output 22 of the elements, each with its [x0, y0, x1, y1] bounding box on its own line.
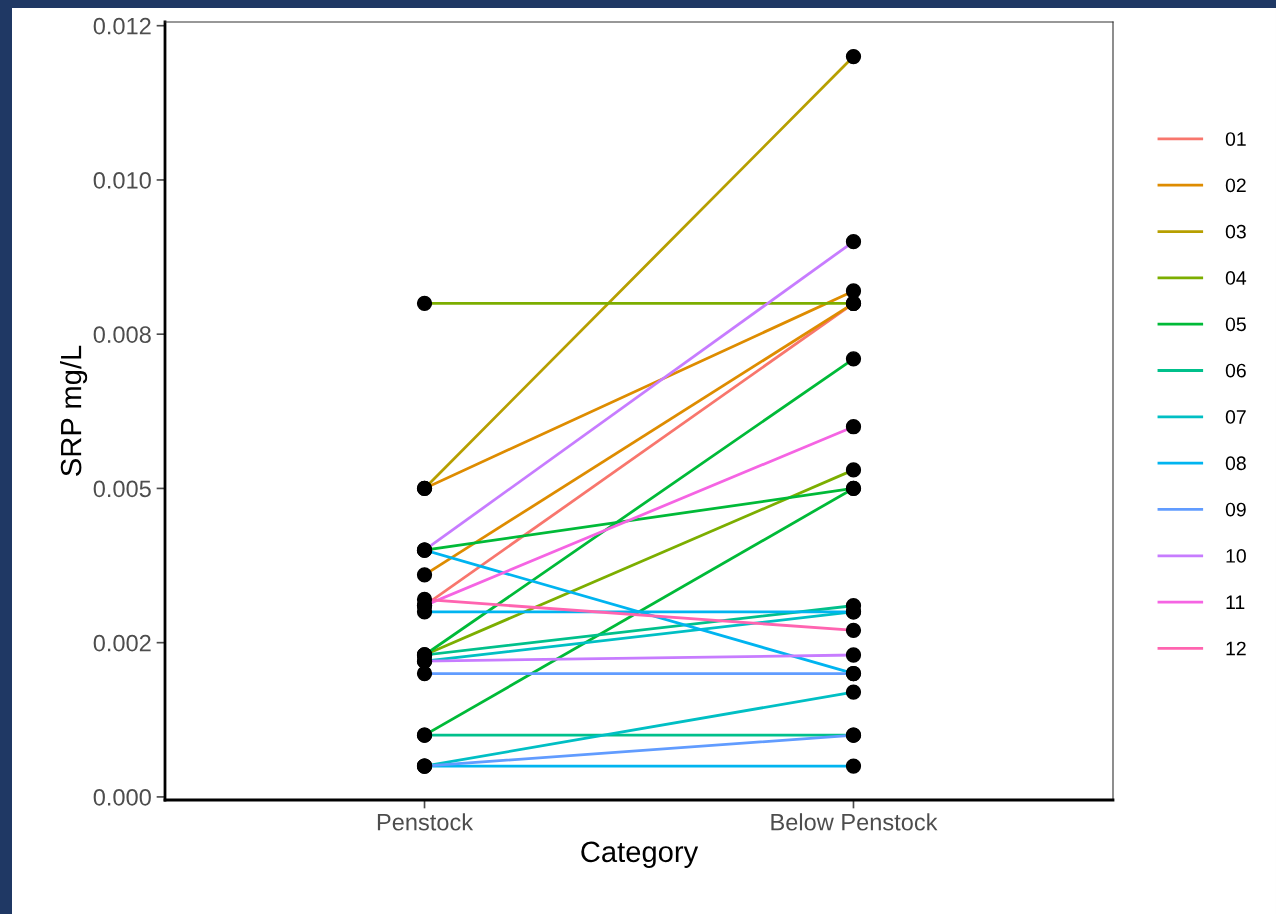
- legend-label: 09: [1225, 502, 1246, 517]
- legend-label: 03: [1225, 224, 1246, 239]
- legend-label: 07: [1225, 410, 1246, 424]
- legend-label: 02: [1225, 178, 1246, 193]
- y-tick-label: 0.008: [93, 326, 151, 343]
- legend-label: 01: [1225, 132, 1246, 146]
- legend-label: 04: [1225, 271, 1247, 285]
- y-tick-label: 0.000: [93, 788, 151, 806]
- x-tick-label: Below Penstock: [771, 813, 938, 831]
- legend-label: 11: [1226, 595, 1245, 609]
- legend-label: 05: [1225, 317, 1246, 332]
- y-axis-title: SRP mg/L: [59, 345, 88, 476]
- legend-label: 08: [1225, 456, 1246, 471]
- y-tick-label: 0.012: [93, 17, 151, 35]
- y-tick-label: 0.002: [93, 634, 151, 652]
- y-tick-label: 0.010: [93, 172, 151, 189]
- x-axis-title: Category: [581, 841, 699, 868]
- legend-label: 10: [1226, 549, 1246, 563]
- legend-label: 12: [1226, 641, 1246, 656]
- x-tick-label: Penstock: [377, 813, 474, 831]
- legend-label: 06: [1225, 363, 1246, 378]
- y-tick-label: 0.005: [93, 480, 151, 498]
